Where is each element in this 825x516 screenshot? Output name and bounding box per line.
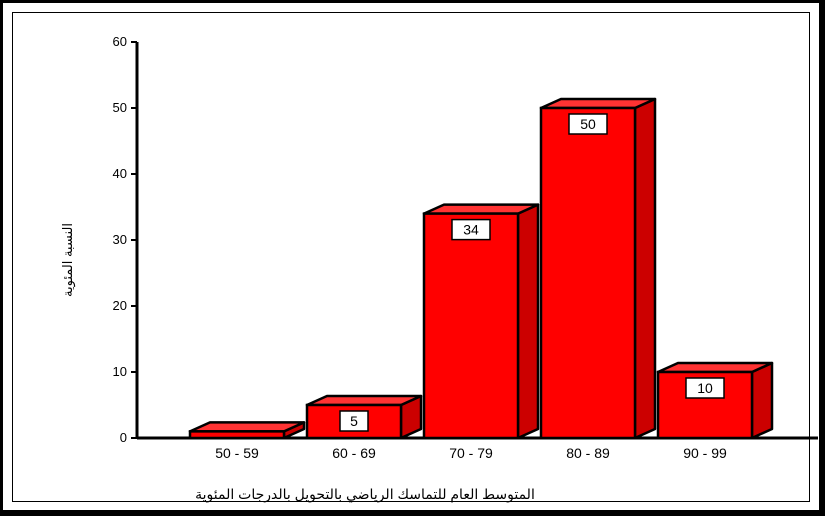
bar-group	[539, 97, 657, 440]
y-tick-label: 50	[113, 100, 127, 115]
chart-bars	[188, 97, 774, 440]
category-label: 50 - 59	[215, 445, 259, 461]
bar-group	[188, 421, 306, 440]
data-label-box	[685, 377, 725, 399]
bar	[422, 212, 520, 440]
y-tick-label: 20	[113, 298, 127, 313]
data-label-box	[568, 113, 608, 135]
bar-side	[633, 97, 657, 440]
bar-group	[656, 361, 774, 440]
y-tick-label: 10	[113, 364, 127, 379]
y-axis-label: النسبة المئوية	[60, 223, 76, 297]
bar-side	[516, 203, 540, 440]
data-label: 10	[697, 380, 713, 396]
category-label: 80 - 89	[566, 445, 610, 461]
bar-top	[539, 97, 657, 110]
y-tick-label: 0	[120, 430, 127, 445]
chart-frame-inner	[12, 12, 810, 502]
bar-side	[750, 361, 774, 440]
bar-top	[422, 203, 540, 215]
y-tick-label: 40	[113, 166, 127, 181]
bar	[188, 430, 286, 440]
data-label: 5	[350, 413, 358, 429]
category-label: 70 - 79	[449, 445, 493, 461]
data-label-box	[339, 410, 369, 432]
bar	[539, 106, 637, 440]
category-label: 60 - 69	[332, 445, 376, 461]
chart-labels: 50 - 59 5 60 - 69 34 70 - 79 50 80 - 89 10 90 - …	[215, 113, 727, 461]
category-label: 90 - 99	[683, 445, 727, 461]
bar-top	[656, 361, 774, 374]
data-label: 34	[463, 222, 479, 238]
y-tick-label: 30	[113, 232, 127, 247]
bar-group	[422, 203, 540, 440]
chart-title: المتوسط العام للتماسك الرياضي بالتحويل ب…	[195, 486, 535, 503]
bar-top	[188, 421, 306, 433]
data-label-box	[451, 218, 491, 241]
data-label: 50	[580, 116, 596, 132]
y-tick-label: 60	[113, 34, 127, 49]
bar-top	[305, 394, 423, 407]
